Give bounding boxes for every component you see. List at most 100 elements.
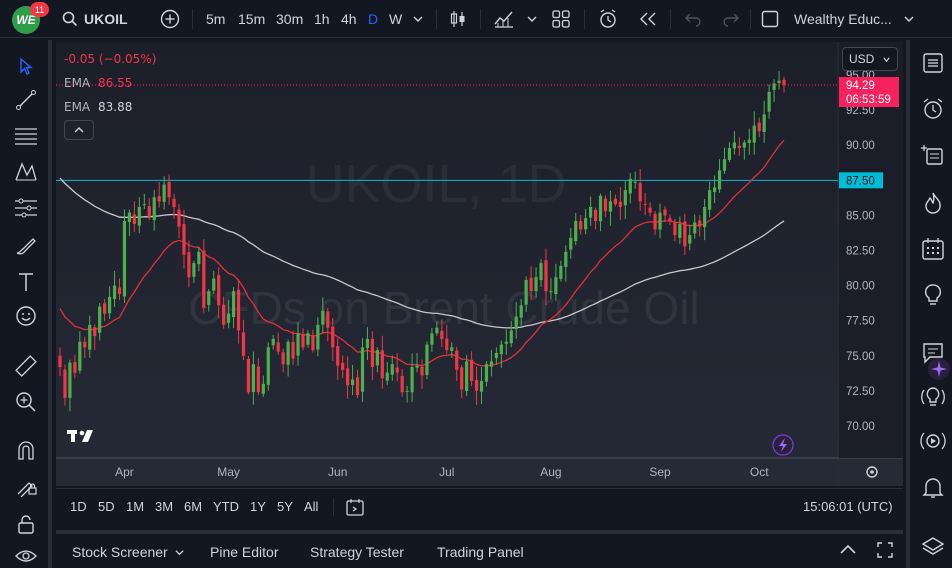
chart-pane[interactable]: UKOIL, 1D CFDs on Brent Crude Oil 95.00 9… [56,42,903,486]
chats-button[interactable] [918,338,948,368]
indicators-button[interactable] [493,0,515,38]
goto-date-button[interactable] [345,497,365,520]
lock-all-drawings[interactable] [12,510,40,538]
screener-dropdown[interactable] [174,545,185,561]
range-5d[interactable]: 5D [98,499,115,514]
range-1m[interactable]: 1M [126,499,145,514]
candle [276,332,280,355]
collapse-legend-button[interactable] [64,120,94,140]
candle [88,315,92,359]
candle [455,346,459,382]
calendar-button[interactable] [918,234,948,264]
tab-trading-panel[interactable]: Trading Panel [437,544,524,560]
candle [638,169,642,212]
trendline-tool[interactable] [12,86,40,114]
ema2-legend[interactable]: EMA 83.88 [64,100,132,114]
candle [623,180,627,219]
text-tool[interactable] [12,268,40,296]
candle [777,71,781,90]
forecast-tool[interactable] [12,194,40,222]
zoom-tool[interactable] [12,388,40,416]
forecast-icon [15,198,37,218]
settings-gear-icon[interactable] [866,466,878,478]
tab-strategy-tester[interactable]: Strategy Tester [310,544,404,560]
candle [172,193,176,219]
candle [410,353,414,402]
range-all[interactable]: All [304,499,319,514]
tab-pine-editor[interactable]: Pine Editor [210,544,279,560]
range-1d[interactable]: 1D [70,499,87,514]
candle [524,276,528,312]
alerts-button[interactable] [918,94,948,124]
object-tree-button[interactable] [918,140,948,170]
compare-symbol-button[interactable] [160,0,180,38]
symbol-search-button[interactable]: UKOIL [62,0,128,38]
range-1y[interactable]: 1Y [250,499,266,514]
signals-button[interactable] [918,426,948,456]
candle [73,354,77,379]
candle [712,175,717,203]
interval-d[interactable]: D [368,11,379,27]
range-ytd[interactable]: YTD [213,499,239,514]
ai-sparkle-button[interactable] [924,354,952,384]
emoji-tool[interactable] [12,302,40,330]
chart-type-button[interactable] [448,0,468,38]
cursor-tool[interactable] [12,52,40,80]
notifications-button[interactable] [918,472,948,502]
object-tree-icon [921,145,943,165]
utc-clock[interactable]: 15:06:01 (UTC) [803,499,893,514]
candle [251,351,255,405]
templates-button[interactable] [552,0,570,38]
user-avatar[interactable]: WE 11 [12,2,49,34]
redo-button[interactable] [722,0,740,38]
chat-icon [923,343,943,364]
candles-icon [450,11,465,27]
expand-panel-button[interactable] [839,542,857,559]
candle [83,336,87,358]
hide-drawings[interactable] [12,542,40,568]
alert-button[interactable] [598,0,620,38]
pattern-tool[interactable] [12,158,40,186]
undo-button[interactable] [684,0,702,38]
layout-button[interactable]: Wealthy Educ... [761,0,892,38]
hotlists-button[interactable] [918,188,948,218]
indicators-dropdown[interactable] [526,0,538,38]
interval-1h[interactable]: 1h [314,11,330,27]
interval-4h[interactable]: 4h [341,11,357,27]
tips-button[interactable] [918,382,948,412]
candle [68,359,72,412]
ema1-legend[interactable]: EMA 86.55 [64,76,132,90]
magnet-icon [18,441,34,460]
candle [400,368,404,397]
interval-15m[interactable]: 15m [238,11,266,27]
layout-dropdown[interactable] [903,0,915,38]
candle [98,303,102,341]
brush-tool[interactable] [12,232,40,260]
replay-button[interactable] [638,0,658,38]
currency-select[interactable]: USD [842,47,898,71]
fib-tool[interactable] [12,122,40,150]
maximize-panel-button[interactable] [876,541,894,562]
layers-button[interactable] [918,532,948,562]
range-5y[interactable]: 5Y [277,499,293,514]
grid-icon [552,10,570,28]
candle [539,259,543,287]
interval-5m[interactable]: 5m [206,11,226,27]
range-6m[interactable]: 6M [184,499,203,514]
lightning-button[interactable] [772,434,794,456]
candle [256,358,260,396]
interval-30m[interactable]: 30m [276,11,304,27]
stay-in-drawing-mode[interactable] [12,472,40,500]
price-change-legend: -0.05 (−0.05%) [64,52,157,66]
magnet-tool[interactable] [12,436,40,464]
interval-dropdown[interactable] [412,0,424,38]
layout-square-icon [761,10,779,28]
ideas-button[interactable] [918,280,948,310]
range-3m[interactable]: 3M [155,499,174,514]
measure-tool[interactable] [12,352,40,380]
interval-w[interactable]: W [389,11,403,27]
price-chart[interactable]: UKOIL, 1D CFDs on Brent Crude Oil 95.009… [56,42,903,486]
watchlist-button[interactable] [918,48,948,78]
chevron-down-icon [883,56,890,62]
tab-stock-screener[interactable]: Stock Screener [72,544,168,560]
